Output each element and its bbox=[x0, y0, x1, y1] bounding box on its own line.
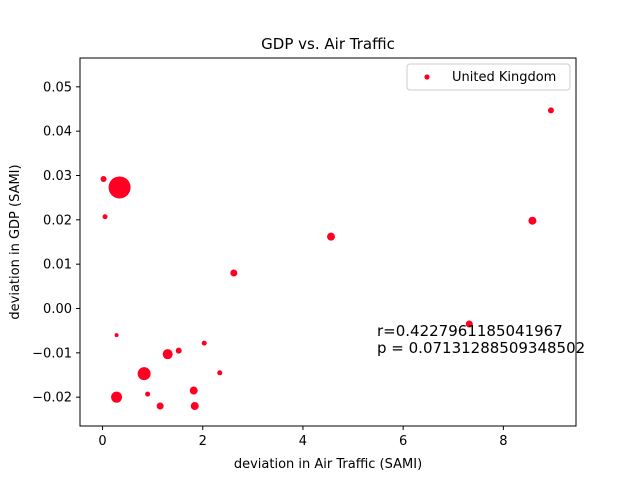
data-point bbox=[137, 367, 151, 381]
x-tick-label: 2 bbox=[199, 434, 207, 449]
plot-area bbox=[100, 107, 554, 411]
y-tick-label: 0.00 bbox=[43, 302, 72, 317]
y-tick-label: 0.04 bbox=[43, 125, 72, 140]
y-tick-label: 0.01 bbox=[43, 258, 72, 273]
x-tick-label: 6 bbox=[399, 434, 407, 449]
data-point bbox=[465, 320, 473, 328]
y-tick-label: 0.02 bbox=[43, 213, 72, 228]
data-point bbox=[201, 340, 207, 346]
annotation-p: p = 0.07131288509348502 bbox=[377, 339, 585, 357]
plot-frame bbox=[79, 57, 577, 427]
data-point bbox=[145, 391, 151, 397]
data-point bbox=[230, 269, 238, 277]
chart-title: GDP vs. Air Traffic bbox=[261, 35, 395, 53]
data-point bbox=[190, 402, 199, 411]
y-tick-label: 0.05 bbox=[43, 80, 72, 95]
data-point bbox=[189, 386, 198, 395]
data-point bbox=[108, 176, 131, 199]
legend-marker bbox=[424, 74, 430, 80]
y-tick-label: 0.03 bbox=[43, 169, 72, 184]
data-point bbox=[528, 216, 537, 225]
data-point bbox=[217, 370, 223, 376]
annotation-r: r=0.4227961185041967 bbox=[377, 322, 563, 340]
legend: United Kingdom bbox=[406, 63, 571, 91]
data-point bbox=[156, 402, 164, 410]
y-tick-label: −0.02 bbox=[32, 391, 72, 406]
data-point bbox=[175, 347, 182, 354]
y-axis-ticks: −0.02 −0.01 0.00 0.01 0.02 0.03 0.04 0.05 bbox=[32, 80, 80, 406]
y-tick-label: −0.01 bbox=[32, 346, 72, 361]
data-point bbox=[547, 107, 554, 114]
data-point bbox=[114, 333, 119, 338]
y-axis-label: deviation in GDP (SAMI) bbox=[8, 164, 23, 319]
x-axis-label: deviation in Air Traffic (SAMI) bbox=[234, 457, 422, 472]
x-tick-label: 8 bbox=[499, 434, 507, 449]
data-point bbox=[162, 349, 173, 360]
data-point bbox=[111, 391, 123, 403]
x-axis-ticks: 0 2 4 6 8 bbox=[98, 426, 507, 449]
x-tick-label: 0 bbox=[98, 434, 106, 449]
legend-label: United Kingdom bbox=[452, 70, 556, 85]
data-point bbox=[327, 232, 336, 241]
x-tick-label: 4 bbox=[299, 434, 307, 449]
data-point bbox=[102, 214, 108, 220]
data-point bbox=[100, 176, 107, 183]
legend-box bbox=[406, 63, 571, 91]
